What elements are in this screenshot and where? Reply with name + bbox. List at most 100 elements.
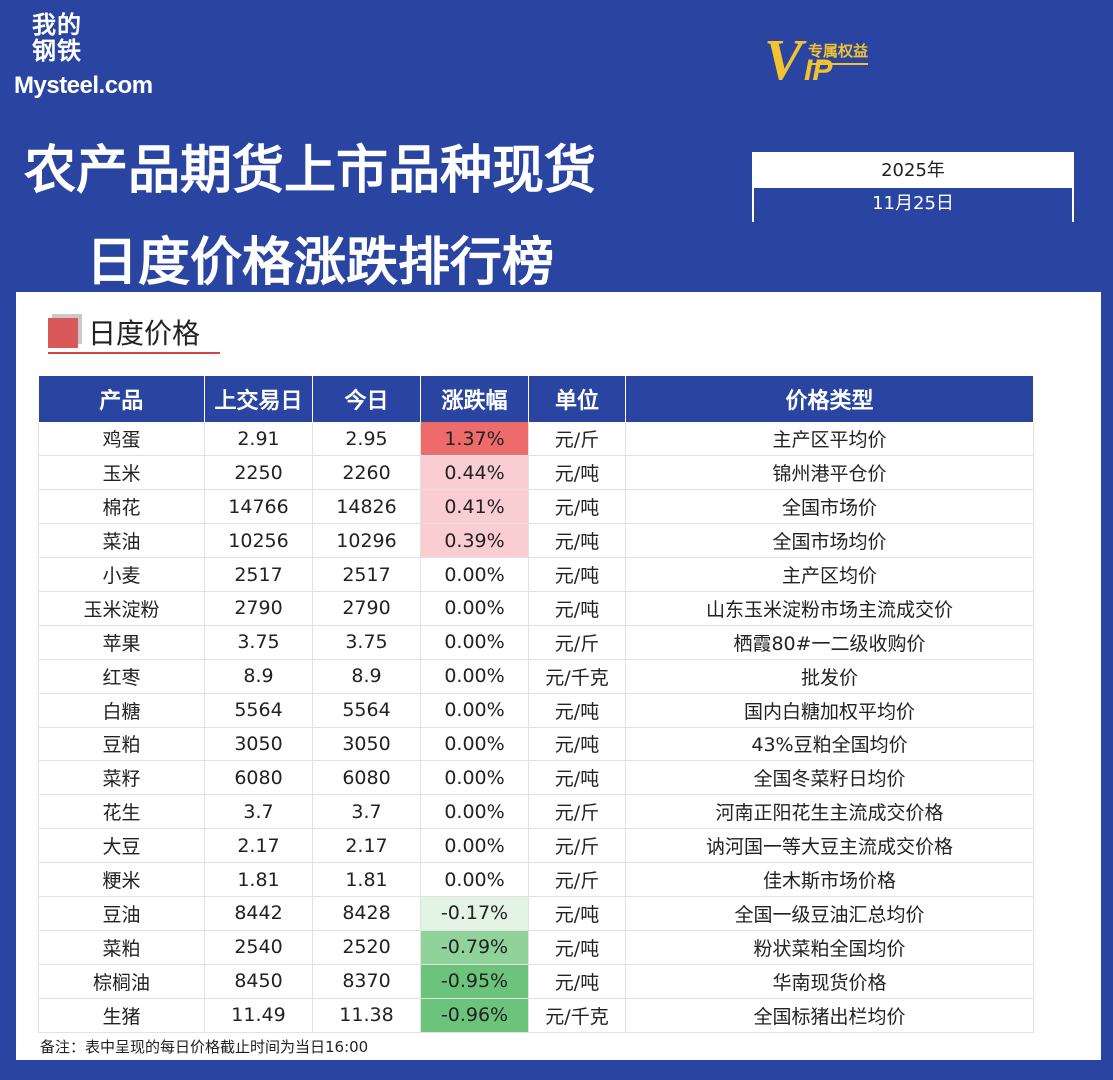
- cell-unit: 元/吨: [528, 727, 626, 762]
- table-row: 棕榈油 8450 8370 -0.95% 元/吨 华南现货价格: [38, 964, 1034, 999]
- table-header-row: 产品 上交易日 今日 涨跌幅 单位 价格类型: [38, 376, 1034, 422]
- cell-change: 0.00%: [420, 760, 529, 796]
- page-title-line2: 日度价格涨跌排行榜: [86, 233, 555, 293]
- logo-en-text: Mysteel.com: [14, 72, 153, 99]
- cell-prev-day: 8450: [204, 964, 313, 999]
- table-row: 小麦 2517 2517 0.00% 元/吨 主产区均价: [38, 557, 1034, 592]
- table-row: 苹果 3.75 3.75 0.00% 元/斤 栖霞80#一二级收购价: [38, 625, 1034, 660]
- cell-change: 0.00%: [420, 557, 529, 592]
- cell-prev-day: 2790: [204, 591, 313, 626]
- cell-product: 豆油: [38, 896, 205, 931]
- cell-unit: 元/斤: [528, 862, 626, 897]
- cell-unit: 元/斤: [528, 422, 626, 457]
- table-row: 粳米 1.81 1.81 0.00% 元/斤 佳木斯市场价格: [38, 862, 1034, 897]
- col-header-today: 今日: [312, 376, 421, 422]
- cell-unit: 元/吨: [528, 693, 626, 728]
- cell-unit: 元/斤: [528, 794, 626, 830]
- cell-price-type: 批发价: [625, 659, 1034, 694]
- cell-price-type: 山东玉米淀粉市场主流成交价: [625, 591, 1034, 626]
- logo-cn-text: 我的钢铁: [32, 10, 82, 65]
- table-body: 鸡蛋 2.91 2.95 1.37% 元/斤 主产区平均价 玉米 2250 2260 0.44% 元…: [38, 422, 1034, 1033]
- cell-unit: 元/吨: [528, 896, 626, 931]
- table-row: 菜粕 2540 2520 -0.79% 元/吨 粉状菜粕全国均价: [38, 930, 1034, 965]
- col-header-change: 涨跌幅: [420, 376, 529, 422]
- cell-change: 1.37%: [420, 422, 529, 457]
- cell-price-type: 河南正阳花生主流成交价格: [625, 794, 1034, 830]
- cell-price-type: 全国市场价: [625, 489, 1034, 525]
- cell-price-type: 全国一级豆油汇总均价: [625, 896, 1034, 931]
- cell-today: 10296: [312, 523, 421, 559]
- cell-product: 菜粕: [38, 930, 205, 965]
- cell-change: 0.00%: [420, 693, 529, 728]
- content-panel: 日度价格 产品 上交易日 今日 涨跌幅 单位 价格类型 鸡蛋 2.91 2.95 1.…: [16, 292, 1101, 1060]
- cell-price-type: 主产区均价: [625, 557, 1034, 592]
- cell-product: 菜油: [38, 523, 205, 559]
- cell-prev-day: 2.17: [204, 828, 313, 864]
- vip-badge-ip: IP: [804, 54, 833, 87]
- section-heading: 日度价格: [48, 312, 220, 354]
- cell-product: 红枣: [38, 659, 205, 694]
- price-table: 产品 上交易日 今日 涨跌幅 单位 价格类型 鸡蛋 2.91 2.95 1.37% 元/…: [38, 376, 1034, 1033]
- col-header-product: 产品: [38, 376, 205, 422]
- cell-unit: 元/吨: [528, 523, 626, 559]
- col-header-price-type: 价格类型: [625, 376, 1034, 422]
- mysteel-logo: 我的钢铁 Mysteel.com: [14, 12, 154, 102]
- cell-today: 8428: [312, 896, 421, 931]
- table-row: 花生 3.7 3.7 0.00% 元/斤 河南正阳花生主流成交价格: [38, 794, 1034, 830]
- cell-change: 0.39%: [420, 523, 529, 559]
- cell-today: 6080: [312, 760, 421, 796]
- cell-today: 2260: [312, 455, 421, 491]
- cell-product: 生猪: [38, 998, 205, 1033]
- page-title-line1: 农产品期货上市品种现货: [24, 141, 597, 201]
- cell-change: 0.41%: [420, 489, 529, 525]
- cell-price-type: 栖霞80#一二级收购价: [625, 625, 1034, 660]
- cell-product: 玉米: [38, 455, 205, 491]
- cell-unit: 元/吨: [528, 964, 626, 999]
- cell-unit: 元/千克: [528, 659, 626, 694]
- table-row: 菜籽 6080 6080 0.00% 元/吨 全国冬菜籽日均价: [38, 760, 1034, 796]
- table-row: 鸡蛋 2.91 2.95 1.37% 元/斤 主产区平均价: [38, 422, 1034, 457]
- cell-unit: 元/千克: [528, 998, 626, 1033]
- cell-prev-day: 8.9: [204, 659, 313, 694]
- cell-prev-day: 5564: [204, 693, 313, 728]
- cell-product: 菜籽: [38, 760, 205, 796]
- cell-prev-day: 2540: [204, 930, 313, 965]
- cell-change: 0.00%: [420, 828, 529, 864]
- cell-prev-day: 8442: [204, 896, 313, 931]
- cell-today: 2790: [312, 591, 421, 626]
- cell-price-type: 全国冬菜籽日均价: [625, 760, 1034, 796]
- cell-change: -0.96%: [420, 998, 529, 1033]
- cell-prev-day: 1.81: [204, 862, 313, 897]
- table-row: 菜油 10256 10296 0.39% 元/吨 全国市场均价: [38, 523, 1034, 559]
- cell-price-type: 国内白糖加权平均价: [625, 693, 1034, 728]
- cell-product: 棉花: [38, 489, 205, 525]
- vip-badge-v: V: [764, 27, 803, 92]
- cell-unit: 元/吨: [528, 591, 626, 626]
- table-row: 玉米 2250 2260 0.44% 元/吨 锦州港平仓价: [38, 455, 1034, 491]
- cell-today: 3.7: [312, 794, 421, 830]
- cell-unit: 元/吨: [528, 455, 626, 491]
- cell-product: 苹果: [38, 625, 205, 660]
- cell-price-type: 锦州港平仓价: [625, 455, 1034, 491]
- cell-prev-day: 3.7: [204, 794, 313, 830]
- cell-change: -0.17%: [420, 896, 529, 931]
- footnote: 备注：表中呈现的每日价格截止时间为当日16:00: [40, 1038, 369, 1056]
- cell-price-type: 粉状菜粕全国均价: [625, 930, 1034, 965]
- cell-unit: 元/吨: [528, 760, 626, 796]
- cell-product: 豆粕: [38, 727, 205, 762]
- cell-today: 8370: [312, 964, 421, 999]
- table-row: 白糖 5564 5564 0.00% 元/吨 国内白糖加权平均价: [38, 693, 1034, 728]
- cell-prev-day: 2.91: [204, 422, 313, 457]
- cell-product: 大豆: [38, 828, 205, 864]
- cell-today: 1.81: [312, 862, 421, 897]
- cell-change: 0.00%: [420, 625, 529, 660]
- cell-price-type: 佳木斯市场价格: [625, 862, 1034, 897]
- cell-unit: 元/斤: [528, 828, 626, 864]
- cell-prev-day: 3.75: [204, 625, 313, 660]
- cell-change: 0.00%: [420, 862, 529, 897]
- cell-unit: 元/吨: [528, 557, 626, 592]
- cell-change: 0.44%: [420, 455, 529, 491]
- table-row: 玉米淀粉 2790 2790 0.00% 元/吨 山东玉米淀粉市场主流成交价: [38, 591, 1034, 626]
- section-square-icon: [48, 318, 78, 348]
- cell-price-type: 讷河国一等大豆主流成交价格: [625, 828, 1034, 864]
